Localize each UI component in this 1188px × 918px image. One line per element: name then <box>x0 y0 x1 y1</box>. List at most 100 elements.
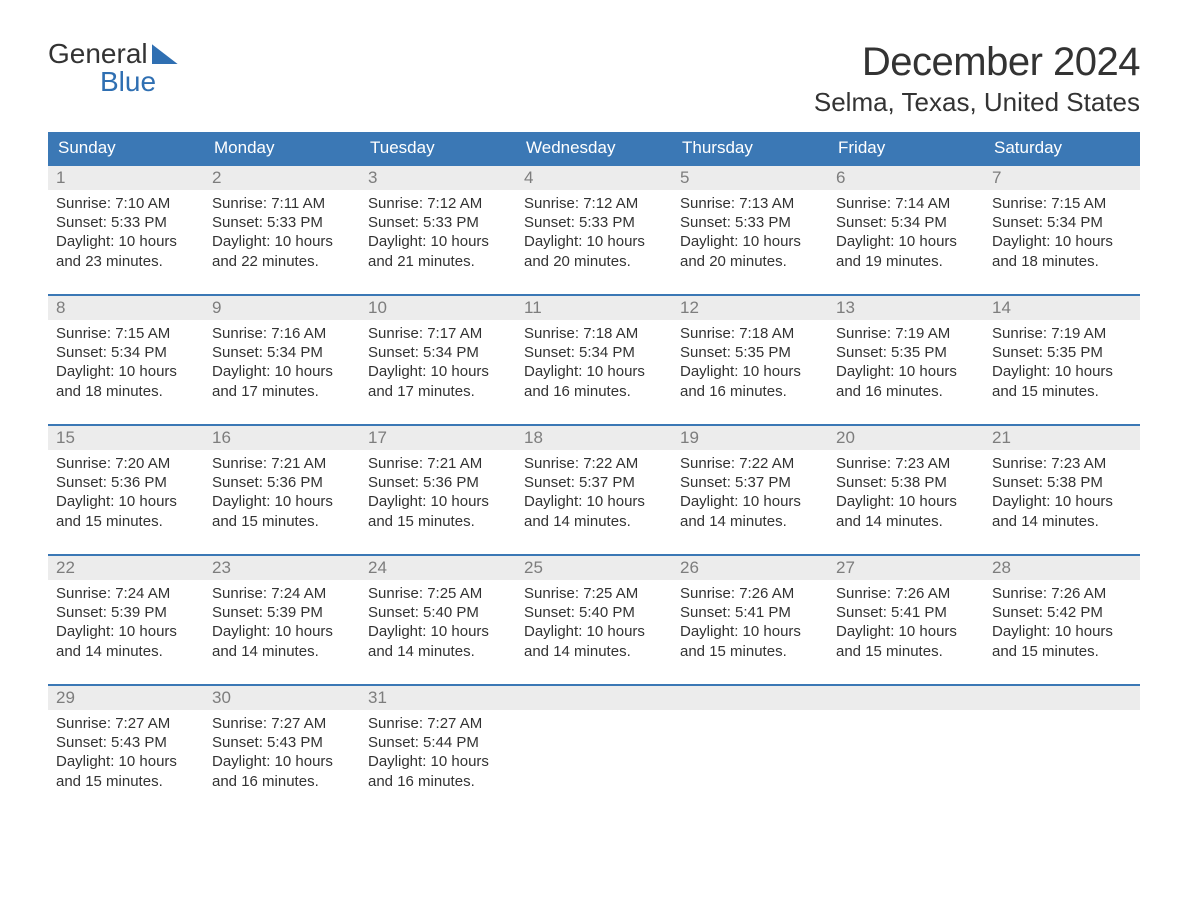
day-body: Sunrise: 7:21 AMSunset: 5:36 PMDaylight:… <box>360 450 516 537</box>
day-cell: 13Sunrise: 7:19 AMSunset: 5:35 PMDayligh… <box>828 296 984 414</box>
sunrise-text: Sunrise: 7:12 AM <box>524 194 664 213</box>
day-cell: 4Sunrise: 7:12 AMSunset: 5:33 PMDaylight… <box>516 166 672 284</box>
day-cell: 8Sunrise: 7:15 AMSunset: 5:34 PMDaylight… <box>48 296 204 414</box>
sunrise-text: Sunrise: 7:24 AM <box>56 584 196 603</box>
daylight-text: Daylight: 10 hours and 14 minutes. <box>680 492 820 530</box>
day-cell: 6Sunrise: 7:14 AMSunset: 5:34 PMDaylight… <box>828 166 984 284</box>
day-number: 12 <box>672 296 828 320</box>
month-title: December 2024 <box>814 40 1140 85</box>
day-cell: 28Sunrise: 7:26 AMSunset: 5:42 PMDayligh… <box>984 556 1140 674</box>
sunrise-text: Sunrise: 7:26 AM <box>680 584 820 603</box>
sunset-text: Sunset: 5:43 PM <box>212 733 352 752</box>
sunset-text: Sunset: 5:36 PM <box>212 473 352 492</box>
sunrise-text: Sunrise: 7:14 AM <box>836 194 976 213</box>
day-number: 13 <box>828 296 984 320</box>
week-row: 1Sunrise: 7:10 AMSunset: 5:33 PMDaylight… <box>48 164 1140 284</box>
day-number: 30 <box>204 686 360 710</box>
day-body: Sunrise: 7:25 AMSunset: 5:40 PMDaylight:… <box>516 580 672 667</box>
sunrise-text: Sunrise: 7:26 AM <box>836 584 976 603</box>
daylight-text: Daylight: 10 hours and 15 minutes. <box>56 492 196 530</box>
day-body: Sunrise: 7:14 AMSunset: 5:34 PMDaylight:… <box>828 190 984 277</box>
day-body: Sunrise: 7:18 AMSunset: 5:34 PMDaylight:… <box>516 320 672 407</box>
sunrise-text: Sunrise: 7:21 AM <box>368 454 508 473</box>
sunset-text: Sunset: 5:33 PM <box>56 213 196 232</box>
day-number: 17 <box>360 426 516 450</box>
day-body: Sunrise: 7:25 AMSunset: 5:40 PMDaylight:… <box>360 580 516 667</box>
sunset-text: Sunset: 5:33 PM <box>212 213 352 232</box>
sunrise-text: Sunrise: 7:25 AM <box>524 584 664 603</box>
daylight-text: Daylight: 10 hours and 17 minutes. <box>368 362 508 400</box>
sunset-text: Sunset: 5:41 PM <box>680 603 820 622</box>
day-cell: 1Sunrise: 7:10 AMSunset: 5:33 PMDaylight… <box>48 166 204 284</box>
day-body: Sunrise: 7:24 AMSunset: 5:39 PMDaylight:… <box>204 580 360 667</box>
dow-sunday: Sunday <box>48 132 204 164</box>
sunrise-text: Sunrise: 7:18 AM <box>524 324 664 343</box>
sunset-text: Sunset: 5:43 PM <box>56 733 196 752</box>
sunrise-text: Sunrise: 7:23 AM <box>992 454 1132 473</box>
day-cell: 12Sunrise: 7:18 AMSunset: 5:35 PMDayligh… <box>672 296 828 414</box>
sunrise-text: Sunrise: 7:23 AM <box>836 454 976 473</box>
day-cell <box>984 686 1140 804</box>
sunrise-text: Sunrise: 7:19 AM <box>836 324 976 343</box>
sunrise-text: Sunrise: 7:22 AM <box>680 454 820 473</box>
daylight-text: Daylight: 10 hours and 18 minutes. <box>56 362 196 400</box>
daylight-text: Daylight: 10 hours and 22 minutes. <box>212 232 352 270</box>
sunset-text: Sunset: 5:35 PM <box>680 343 820 362</box>
daylight-text: Daylight: 10 hours and 16 minutes. <box>368 752 508 790</box>
sunrise-text: Sunrise: 7:19 AM <box>992 324 1132 343</box>
sunset-text: Sunset: 5:40 PM <box>368 603 508 622</box>
day-body: Sunrise: 7:11 AMSunset: 5:33 PMDaylight:… <box>204 190 360 277</box>
daylight-text: Daylight: 10 hours and 14 minutes. <box>212 622 352 660</box>
day-cell: 3Sunrise: 7:12 AMSunset: 5:33 PMDaylight… <box>360 166 516 284</box>
day-cell <box>672 686 828 804</box>
dow-monday: Monday <box>204 132 360 164</box>
sunset-text: Sunset: 5:33 PM <box>524 213 664 232</box>
day-cell: 14Sunrise: 7:19 AMSunset: 5:35 PMDayligh… <box>984 296 1140 414</box>
day-cell: 26Sunrise: 7:26 AMSunset: 5:41 PMDayligh… <box>672 556 828 674</box>
sunrise-text: Sunrise: 7:13 AM <box>680 194 820 213</box>
sunset-text: Sunset: 5:35 PM <box>992 343 1132 362</box>
day-cell: 23Sunrise: 7:24 AMSunset: 5:39 PMDayligh… <box>204 556 360 674</box>
day-cell <box>828 686 984 804</box>
sunset-text: Sunset: 5:34 PM <box>524 343 664 362</box>
day-cell: 5Sunrise: 7:13 AMSunset: 5:33 PMDaylight… <box>672 166 828 284</box>
day-body: Sunrise: 7:13 AMSunset: 5:33 PMDaylight:… <box>672 190 828 277</box>
day-of-week-header: Sunday Monday Tuesday Wednesday Thursday… <box>48 132 1140 164</box>
daylight-text: Daylight: 10 hours and 14 minutes. <box>992 492 1132 530</box>
daylight-text: Daylight: 10 hours and 15 minutes. <box>992 622 1132 660</box>
sunrise-text: Sunrise: 7:18 AM <box>680 324 820 343</box>
day-number-empty <box>516 686 672 710</box>
day-cell: 25Sunrise: 7:25 AMSunset: 5:40 PMDayligh… <box>516 556 672 674</box>
daylight-text: Daylight: 10 hours and 14 minutes. <box>836 492 976 530</box>
day-body: Sunrise: 7:15 AMSunset: 5:34 PMDaylight:… <box>984 190 1140 277</box>
day-number: 18 <box>516 426 672 450</box>
daylight-text: Daylight: 10 hours and 23 minutes. <box>56 232 196 270</box>
daylight-text: Daylight: 10 hours and 16 minutes. <box>212 752 352 790</box>
weeks-container: 1Sunrise: 7:10 AMSunset: 5:33 PMDaylight… <box>48 164 1140 804</box>
day-body: Sunrise: 7:23 AMSunset: 5:38 PMDaylight:… <box>828 450 984 537</box>
day-cell: 7Sunrise: 7:15 AMSunset: 5:34 PMDaylight… <box>984 166 1140 284</box>
day-body: Sunrise: 7:17 AMSunset: 5:34 PMDaylight:… <box>360 320 516 407</box>
sunset-text: Sunset: 5:36 PM <box>56 473 196 492</box>
day-body: Sunrise: 7:24 AMSunset: 5:39 PMDaylight:… <box>48 580 204 667</box>
logo: General Blue <box>48 40 178 96</box>
day-number: 14 <box>984 296 1140 320</box>
day-number: 29 <box>48 686 204 710</box>
sunset-text: Sunset: 5:33 PM <box>680 213 820 232</box>
day-cell <box>516 686 672 804</box>
logo-text-top: General <box>48 40 148 68</box>
day-body: Sunrise: 7:18 AMSunset: 5:35 PMDaylight:… <box>672 320 828 407</box>
day-body: Sunrise: 7:27 AMSunset: 5:43 PMDaylight:… <box>204 710 360 797</box>
sunset-text: Sunset: 5:44 PM <box>368 733 508 752</box>
daylight-text: Daylight: 10 hours and 14 minutes. <box>524 622 664 660</box>
sunset-text: Sunset: 5:39 PM <box>212 603 352 622</box>
sunrise-text: Sunrise: 7:27 AM <box>368 714 508 733</box>
day-cell: 2Sunrise: 7:11 AMSunset: 5:33 PMDaylight… <box>204 166 360 284</box>
day-cell: 27Sunrise: 7:26 AMSunset: 5:41 PMDayligh… <box>828 556 984 674</box>
day-cell: 17Sunrise: 7:21 AMSunset: 5:36 PMDayligh… <box>360 426 516 544</box>
week-row: 29Sunrise: 7:27 AMSunset: 5:43 PMDayligh… <box>48 684 1140 804</box>
day-cell: 24Sunrise: 7:25 AMSunset: 5:40 PMDayligh… <box>360 556 516 674</box>
week-row: 8Sunrise: 7:15 AMSunset: 5:34 PMDaylight… <box>48 294 1140 414</box>
dow-thursday: Thursday <box>672 132 828 164</box>
dow-friday: Friday <box>828 132 984 164</box>
